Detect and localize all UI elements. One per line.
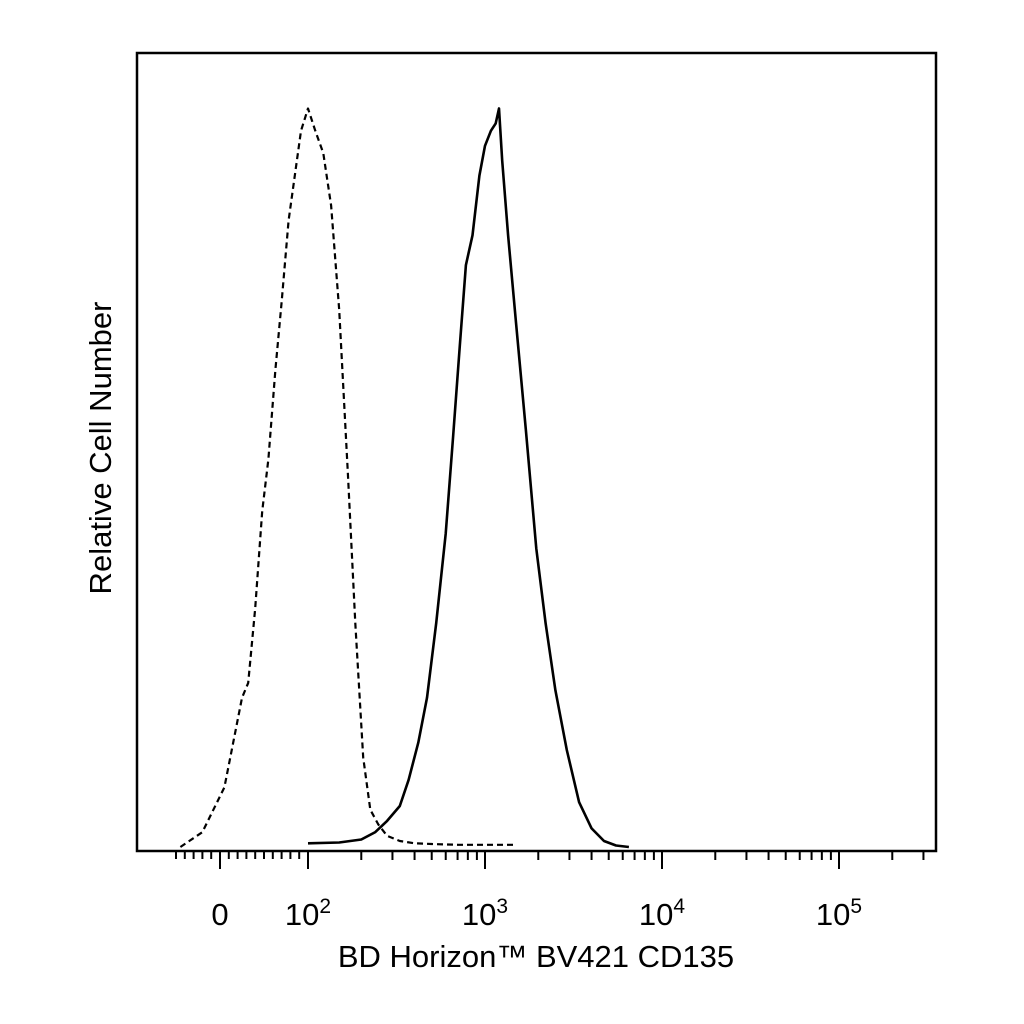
series-group bbox=[179, 107, 630, 849]
plot-frame bbox=[135, 51, 938, 853]
x-tick-label: 104 bbox=[639, 895, 685, 932]
x-tick-label: 103 bbox=[462, 895, 508, 932]
histogram-stained-solid bbox=[307, 107, 630, 849]
histogram-control-dashed bbox=[179, 107, 517, 848]
y-axis-title: Relative Cell Number bbox=[83, 302, 118, 595]
x-tick-labels: 0 102 103 104 105 bbox=[211, 895, 862, 932]
x-tick-label: 102 bbox=[285, 895, 331, 932]
x-tick-label: 105 bbox=[816, 895, 862, 932]
x-axis-title: BD Horizon™ BV421 CD135 bbox=[338, 939, 734, 974]
x-tick-label: 0 bbox=[211, 897, 228, 932]
x-axis-ticks bbox=[175, 851, 925, 869]
